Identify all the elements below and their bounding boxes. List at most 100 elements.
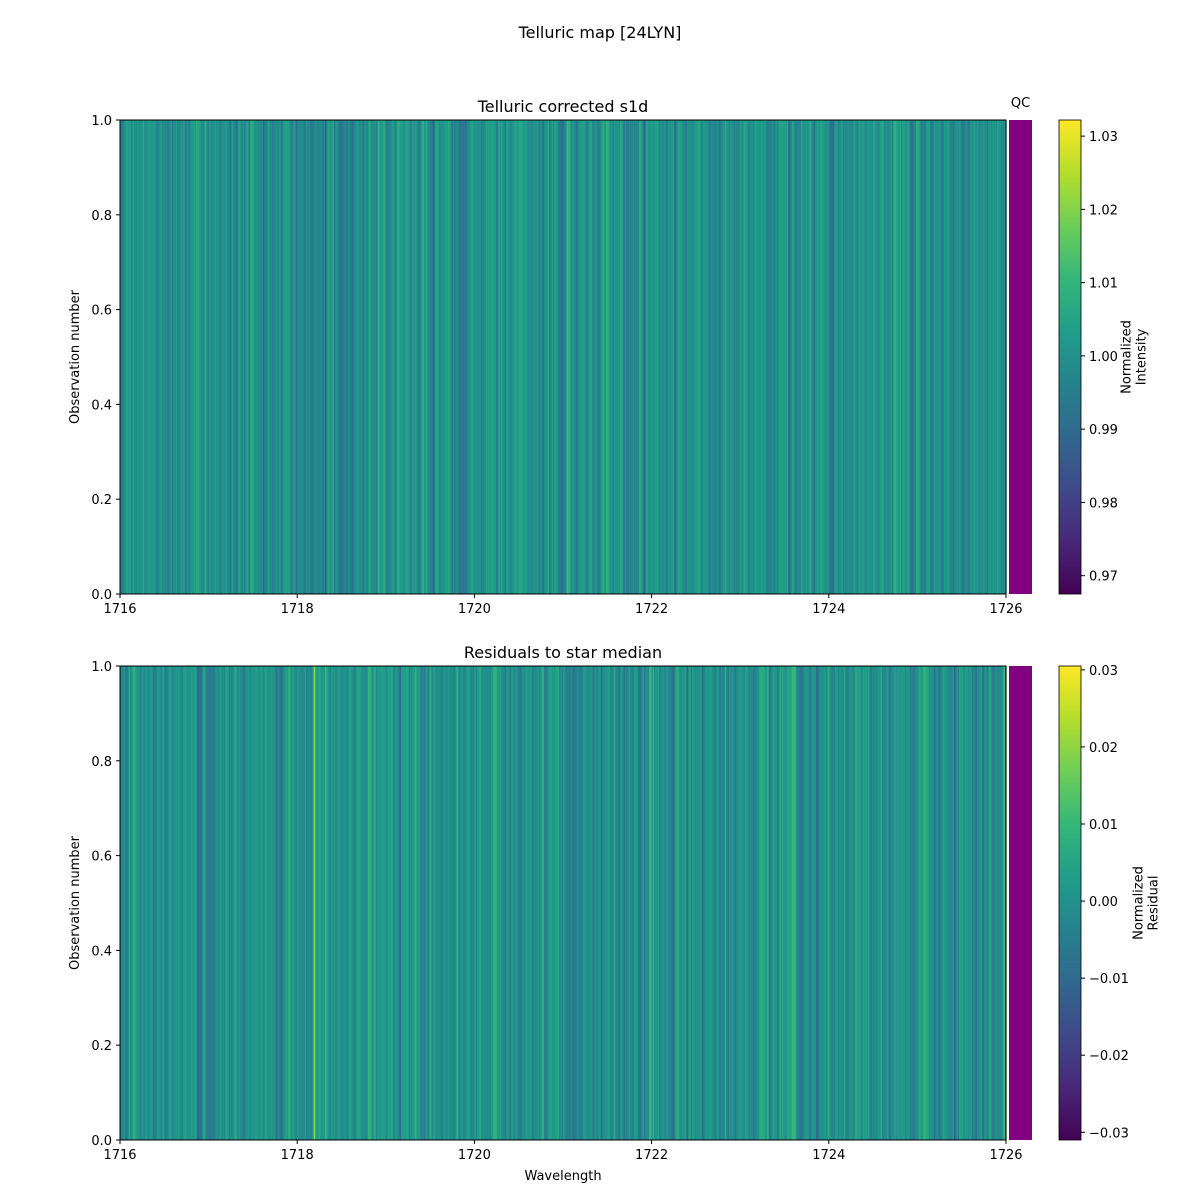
heatmap-stripe	[542, 120, 545, 594]
heatmap-stripe	[843, 120, 846, 594]
qc-strip	[1009, 120, 1032, 594]
heatmap-stripe	[756, 666, 759, 1140]
heatmap-stripe	[940, 120, 943, 594]
heatmap-stripe	[127, 120, 130, 594]
heatmap-stripe	[123, 666, 126, 1140]
heatmap-stripe	[249, 666, 251, 1140]
heatmap-stripe	[1002, 666, 1005, 1140]
heatmap-stripe	[182, 666, 184, 1140]
heatmap-stripe	[924, 120, 927, 594]
heatmap-stripe	[609, 120, 612, 594]
heatmap-stripe	[209, 666, 212, 1140]
heatmap-stripe	[190, 120, 193, 594]
heatmap-stripe	[561, 120, 564, 594]
heatmap-stripe	[671, 120, 674, 594]
heatmap-stripe	[192, 120, 195, 594]
heatmap-stripe	[183, 120, 186, 594]
heatmap-stripe	[854, 666, 856, 1140]
heatmap-stripe	[363, 120, 365, 594]
heatmap-stripe	[809, 120, 812, 594]
heatmap-stripe	[836, 666, 839, 1140]
heatmap-stripe	[954, 666, 956, 1140]
heatmap-stripe	[355, 120, 358, 594]
heatmap-stripe	[733, 666, 736, 1140]
heatmap-stripe	[481, 666, 484, 1140]
heatmap-stripe	[661, 666, 664, 1140]
heatmap-stripe	[464, 666, 467, 1140]
heatmap-stripe	[341, 666, 344, 1140]
heatmap-stripe	[144, 120, 146, 594]
heatmap-stripe	[566, 120, 569, 594]
heatmap-stripe	[914, 120, 917, 594]
heatmap-stripe	[251, 666, 254, 1140]
heatmap-stripe	[349, 120, 351, 594]
heatmap-stripe	[989, 120, 992, 594]
heatmap-stripe	[594, 120, 597, 594]
heatmap-stripe	[727, 666, 730, 1140]
heatmap-stripe	[500, 120, 503, 594]
heatmap-stripe	[1003, 120, 1006, 594]
x-tick-label: 1718	[281, 1148, 314, 1163]
heatmap-stripe	[999, 120, 1002, 594]
heatmap-stripe	[338, 666, 341, 1140]
heatmap-stripe	[754, 666, 756, 1140]
heatmap-stripe	[294, 666, 297, 1140]
heatmap-stripe	[657, 666, 660, 1140]
heatmap-stripe	[656, 120, 659, 594]
heatmap-stripe	[712, 666, 715, 1140]
heatmap-stripe	[312, 120, 315, 594]
heatmap-stripe	[513, 666, 516, 1140]
heatmap-stripe	[332, 120, 335, 594]
heatmap-stripe	[841, 666, 844, 1140]
heatmap-stripe	[813, 666, 816, 1140]
heatmap-stripe	[487, 666, 489, 1140]
heatmap-stripe	[223, 666, 226, 1140]
heatmap-stripe	[254, 120, 257, 594]
heatmap-stripe	[874, 666, 877, 1140]
heatmap-stripe	[983, 120, 986, 594]
heatmap-stripe	[421, 666, 424, 1140]
heatmap-stripe	[746, 666, 749, 1140]
heatmap-stripe	[445, 666, 448, 1140]
heatmap-stripe	[430, 666, 432, 1140]
heatmap-stripe	[997, 120, 1000, 594]
heatmap-stripe	[387, 120, 389, 594]
axes-frame	[119, 665, 1007, 1141]
heatmap-stripe	[414, 666, 417, 1140]
heatmap-stripe	[919, 666, 922, 1140]
heatmap-stripe	[746, 120, 749, 594]
heatmap-stripe	[518, 666, 521, 1140]
heatmap-stripe	[342, 666, 345, 1140]
colorbar-tick-label: −0.01	[1089, 972, 1129, 987]
heatmap-stripe	[471, 120, 474, 594]
heatmap-stripe	[536, 120, 539, 594]
heatmap-stripe	[174, 666, 177, 1140]
heatmap-stripe	[595, 120, 598, 594]
heatmap-stripe	[866, 666, 869, 1140]
heatmap-stripe	[232, 120, 235, 594]
heatmap-stripe	[412, 120, 415, 594]
heatmap-stripe	[992, 120, 994, 594]
heatmap-stripe	[521, 120, 524, 594]
heatmap-stripe	[879, 666, 882, 1140]
heatmap-stripe	[845, 120, 848, 594]
heatmap-stripe	[847, 666, 850, 1140]
heatmap-stripe	[788, 666, 791, 1140]
heatmap-stripe	[803, 120, 806, 594]
heatmap-stripe	[993, 120, 996, 594]
heatmap-stripe	[714, 120, 717, 594]
heatmap-stripe	[331, 120, 334, 594]
heatmap-stripe	[684, 666, 687, 1140]
heatmap-stripe	[850, 120, 853, 594]
heatmap-stripe	[166, 120, 169, 594]
heatmap-stripe	[182, 120, 184, 594]
heatmap-stripe	[832, 120, 835, 594]
heatmap-stripe	[252, 120, 255, 594]
heatmap-stripe	[261, 120, 264, 594]
heatmap-stripe	[809, 666, 812, 1140]
heatmap-stripe	[707, 666, 710, 1140]
heatmap-stripe	[428, 120, 431, 594]
heatmap-stripe	[640, 666, 643, 1140]
heatmap-stripe	[342, 120, 345, 594]
heatmap-stripe	[440, 666, 443, 1140]
